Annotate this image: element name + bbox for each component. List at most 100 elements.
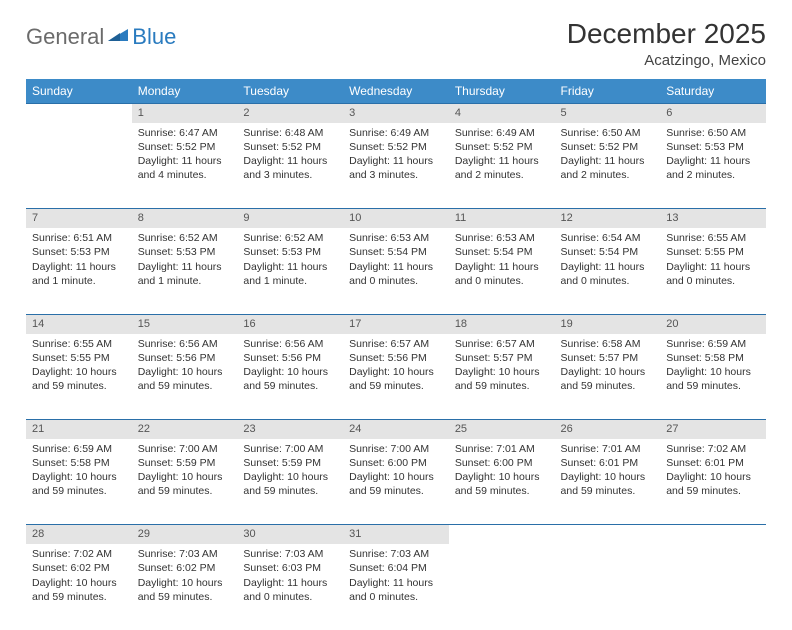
title-block: December 2025 Acatzingo, Mexico <box>567 18 766 69</box>
day-cell: Sunrise: 7:03 AMSunset: 6:03 PMDaylight:… <box>237 544 343 630</box>
day-detail-line: Sunrise: 6:54 AM <box>561 231 655 245</box>
day-cell: Sunrise: 6:50 AMSunset: 5:53 PMDaylight:… <box>660 123 766 209</box>
day-detail-line: Sunset: 5:56 PM <box>243 351 337 365</box>
day-detail-line: Daylight: 10 hours <box>561 470 655 484</box>
day-detail-line: and 59 minutes. <box>138 590 232 604</box>
day-cell: Sunrise: 6:59 AMSunset: 5:58 PMDaylight:… <box>26 439 132 525</box>
day-detail-line: and 3 minutes. <box>243 168 337 182</box>
day-detail-line: Sunset: 5:57 PM <box>561 351 655 365</box>
day-number: 26 <box>555 420 661 439</box>
day-detail-line: Daylight: 11 hours <box>349 576 443 590</box>
day-detail-line: and 59 minutes. <box>561 484 655 498</box>
day-cell: Sunrise: 7:03 AMSunset: 6:02 PMDaylight:… <box>132 544 238 630</box>
day-number: 30 <box>237 525 343 544</box>
day-detail-line: Daylight: 11 hours <box>561 260 655 274</box>
day-detail-line: Daylight: 10 hours <box>455 365 549 379</box>
day-cell: Sunrise: 6:59 AMSunset: 5:58 PMDaylight:… <box>660 334 766 420</box>
day-cell: Sunrise: 6:52 AMSunset: 5:53 PMDaylight:… <box>132 228 238 314</box>
day-header: Thursday <box>449 79 555 104</box>
day-cell: Sunrise: 7:00 AMSunset: 5:59 PMDaylight:… <box>237 439 343 525</box>
day-detail-line: Daylight: 10 hours <box>243 470 337 484</box>
day-detail-line: Sunset: 5:54 PM <box>455 245 549 259</box>
day-detail-line: Sunrise: 6:47 AM <box>138 126 232 140</box>
day-detail-line: Sunset: 6:02 PM <box>32 561 126 575</box>
day-cell: Sunrise: 6:49 AMSunset: 5:52 PMDaylight:… <box>449 123 555 209</box>
day-detail-line: and 59 minutes. <box>561 379 655 393</box>
day-detail-line: Sunset: 5:59 PM <box>243 456 337 470</box>
day-detail-line: Daylight: 10 hours <box>666 470 760 484</box>
logo: General Blue <box>26 24 176 50</box>
day-detail-line: Sunrise: 6:59 AM <box>666 337 760 351</box>
day-detail-line: Sunset: 6:01 PM <box>666 456 760 470</box>
day-cell: Sunrise: 6:55 AMSunset: 5:55 PMDaylight:… <box>660 228 766 314</box>
day-detail-line: Daylight: 10 hours <box>243 365 337 379</box>
day-number: 1 <box>132 104 238 123</box>
day-number: 4 <box>449 104 555 123</box>
day-detail-line: and 2 minutes. <box>455 168 549 182</box>
day-number: 15 <box>132 314 238 333</box>
day-detail-line: Sunset: 6:01 PM <box>561 456 655 470</box>
day-detail-line: Daylight: 11 hours <box>455 260 549 274</box>
day-detail-line: Sunset: 5:55 PM <box>32 351 126 365</box>
day-detail-line: and 2 minutes. <box>561 168 655 182</box>
day-detail-line: Sunrise: 7:02 AM <box>32 547 126 561</box>
day-detail-line: Daylight: 10 hours <box>138 470 232 484</box>
day-cell: Sunrise: 6:58 AMSunset: 5:57 PMDaylight:… <box>555 334 661 420</box>
day-number <box>26 104 132 123</box>
day-cell: Sunrise: 6:56 AMSunset: 5:56 PMDaylight:… <box>237 334 343 420</box>
day-detail-line: Sunset: 6:00 PM <box>349 456 443 470</box>
day-cell: Sunrise: 6:53 AMSunset: 5:54 PMDaylight:… <box>449 228 555 314</box>
logo-text-general: General <box>26 24 104 50</box>
day-cell: Sunrise: 6:57 AMSunset: 5:56 PMDaylight:… <box>343 334 449 420</box>
day-number: 3 <box>343 104 449 123</box>
day-number: 16 <box>237 314 343 333</box>
day-cell: Sunrise: 7:02 AMSunset: 6:01 PMDaylight:… <box>660 439 766 525</box>
day-detail-line: and 2 minutes. <box>666 168 760 182</box>
day-number: 23 <box>237 420 343 439</box>
day-number: 14 <box>26 314 132 333</box>
day-detail-line: Daylight: 11 hours <box>666 260 760 274</box>
day-detail-line: Daylight: 10 hours <box>32 576 126 590</box>
day-detail-line: and 0 minutes. <box>349 274 443 288</box>
header: General Blue December 2025 Acatzingo, Me… <box>26 18 766 69</box>
day-detail-line: Daylight: 11 hours <box>32 260 126 274</box>
day-number: 19 <box>555 314 661 333</box>
day-detail-line: and 0 minutes. <box>243 590 337 604</box>
day-detail-line: Daylight: 11 hours <box>349 154 443 168</box>
day-number: 8 <box>132 209 238 228</box>
day-detail-line: Sunrise: 6:49 AM <box>349 126 443 140</box>
day-detail-line: Daylight: 11 hours <box>243 260 337 274</box>
day-detail-line: Sunset: 5:53 PM <box>138 245 232 259</box>
day-detail-line: Daylight: 11 hours <box>455 154 549 168</box>
day-detail-line: and 59 minutes. <box>455 379 549 393</box>
day-number: 5 <box>555 104 661 123</box>
day-detail-line: Sunrise: 6:48 AM <box>243 126 337 140</box>
day-cell: Sunrise: 6:51 AMSunset: 5:53 PMDaylight:… <box>26 228 132 314</box>
day-cell: Sunrise: 7:00 AMSunset: 6:00 PMDaylight:… <box>343 439 449 525</box>
day-detail-line: Sunset: 6:03 PM <box>243 561 337 575</box>
day-cell <box>449 544 555 630</box>
day-cell: Sunrise: 6:47 AMSunset: 5:52 PMDaylight:… <box>132 123 238 209</box>
day-number: 22 <box>132 420 238 439</box>
day-number: 31 <box>343 525 449 544</box>
day-detail-line: Daylight: 11 hours <box>138 154 232 168</box>
month-title: December 2025 <box>567 18 766 50</box>
day-detail-line: Sunrise: 6:57 AM <box>455 337 549 351</box>
day-number: 25 <box>449 420 555 439</box>
day-number <box>449 525 555 544</box>
day-cell: Sunrise: 7:03 AMSunset: 6:04 PMDaylight:… <box>343 544 449 630</box>
day-detail-line: and 59 minutes. <box>666 484 760 498</box>
day-number: 12 <box>555 209 661 228</box>
day-detail-line: and 1 minute. <box>32 274 126 288</box>
day-number: 13 <box>660 209 766 228</box>
day-number: 27 <box>660 420 766 439</box>
day-detail-line: Daylight: 11 hours <box>243 576 337 590</box>
day-cell <box>660 544 766 630</box>
day-detail-line: Sunrise: 6:55 AM <box>666 231 760 245</box>
day-detail-line: Sunrise: 7:03 AM <box>349 547 443 561</box>
day-number: 9 <box>237 209 343 228</box>
calendar-head: SundayMondayTuesdayWednesdayThursdayFrid… <box>26 79 766 104</box>
day-detail-line: Sunrise: 6:52 AM <box>243 231 337 245</box>
day-cell: Sunrise: 6:55 AMSunset: 5:55 PMDaylight:… <box>26 334 132 420</box>
day-detail-line: Sunset: 5:56 PM <box>349 351 443 365</box>
